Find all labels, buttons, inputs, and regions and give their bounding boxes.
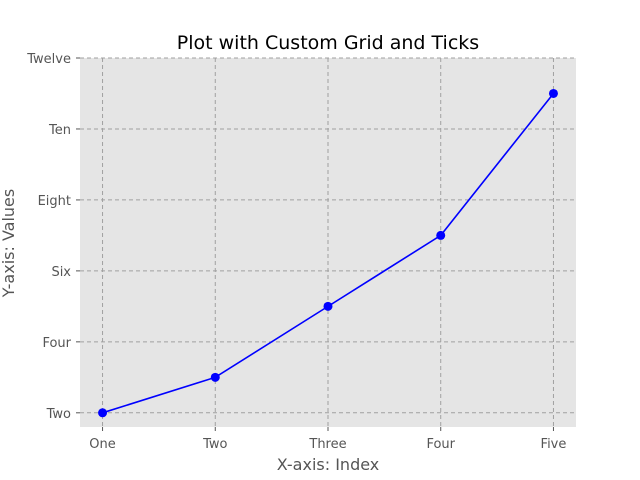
y-tick-label-4: Eight <box>38 194 71 209</box>
y-tick-label-6: Twelve <box>26 52 71 67</box>
data-point-2 <box>210 372 220 382</box>
x-tick-label-3: Three <box>308 437 346 452</box>
series-layer <box>98 88 558 418</box>
grid-layer <box>80 57 576 427</box>
y-tick-label-1: Two <box>46 407 71 422</box>
y-axis-label: Y-axis: Values <box>0 189 18 298</box>
data-point-4 <box>436 230 446 240</box>
y-tick-label-2: Four <box>42 336 71 351</box>
tick-layer: One Two Three Four Five Two Four Six Eight Ten Twe… <box>26 52 566 452</box>
y-tick-label-3: Six <box>51 265 71 280</box>
chart-title: Plot with Custom Grid and Ticks <box>177 32 479 54</box>
y-tick-label-5: Ten <box>48 123 71 138</box>
data-point-1 <box>98 408 108 418</box>
x-tick-label-1: One <box>89 437 115 452</box>
x-tick-label-2: Two <box>202 437 227 452</box>
x-tick-label-5: Five <box>541 437 567 452</box>
x-axis-label: X-axis: Index <box>277 455 380 474</box>
data-point-5 <box>548 88 558 98</box>
x-tick-label-4: Four <box>426 437 455 452</box>
data-point-3 <box>323 301 333 311</box>
